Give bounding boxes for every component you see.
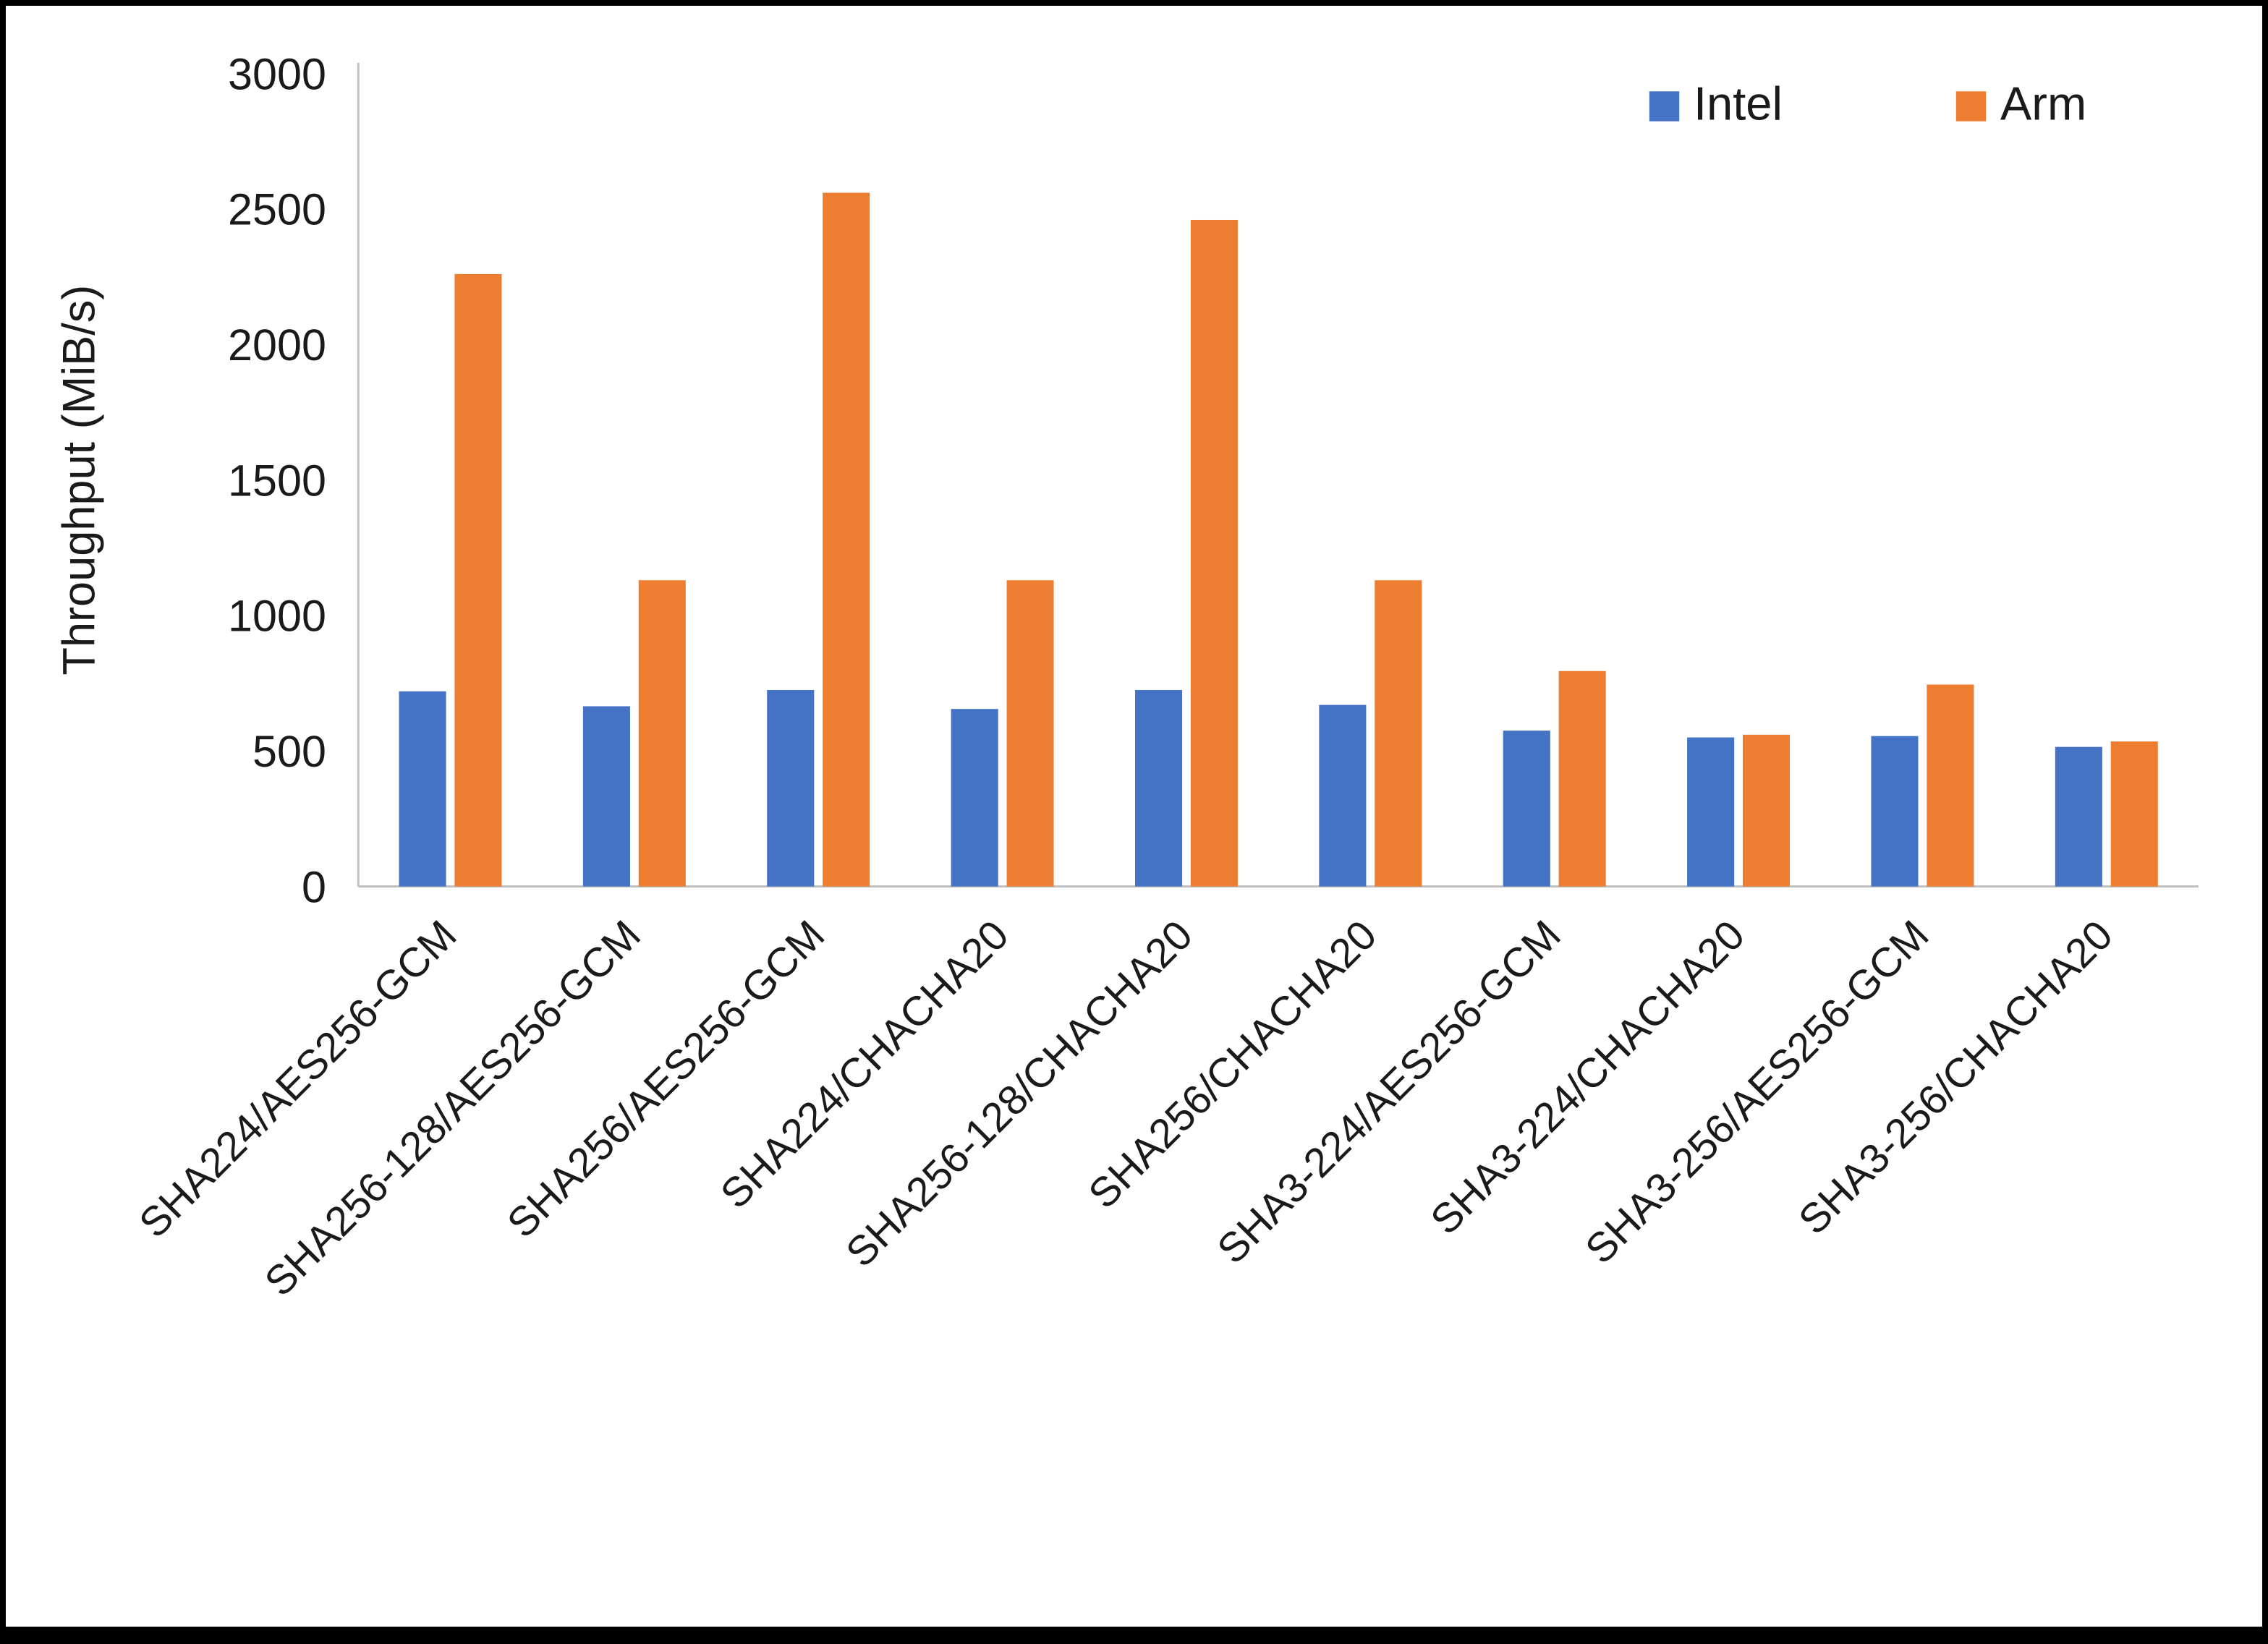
intel-bar	[1319, 704, 1367, 887]
intel-bar	[1503, 731, 1550, 887]
y-axis-tick-label: 2000	[228, 320, 326, 370]
arm-bar	[638, 580, 686, 887]
arm-bar	[1006, 580, 1054, 887]
x-axis-label: SHA3-256/CHACHA20	[1790, 912, 2122, 1244]
intel-bar	[582, 706, 630, 887]
intel-bar	[767, 689, 815, 887]
y-axis-tick-label: 1000	[228, 592, 326, 641]
intel-bar	[1871, 736, 1919, 887]
intel-bar	[1687, 737, 1735, 887]
intel-bar	[1134, 689, 1183, 887]
x-axis-label: SHA3-256/AES256-GCM	[1576, 912, 1937, 1273]
y-axis-tick-label: 2500	[228, 185, 326, 234]
x-axis-label: SHA256/AES256-GCM	[498, 912, 833, 1247]
x-axis-label: SHA256-128/AES256-GCM	[256, 912, 650, 1306]
x-axis-label: SHA256-128/CHACHA20	[837, 912, 1202, 1277]
y-axis-tick-label: 500	[252, 727, 326, 776]
arm-bar	[1742, 734, 1791, 887]
x-axis-label: SHA224/AES256-GCM	[130, 912, 465, 1247]
arm-bar	[1190, 219, 1238, 887]
intel-bar	[951, 709, 998, 887]
y-axis-tick-label: 0	[302, 862, 326, 911]
x-axis-label: SHA3-224/CHACHA20	[1422, 912, 1754, 1244]
arm-bar	[1558, 670, 1606, 887]
legend-label-intel: Intel	[1694, 77, 1783, 130]
x-axis-label: SHA3-224/AES256-GCM	[1209, 912, 1570, 1273]
bar-chart: 0 500 1000 1500 2000 2500 3000 Throughput (MiB/…	[54, 49, 2199, 1306]
legend-marker-intel	[1649, 91, 1680, 122]
legend-marker-arm	[1955, 91, 1987, 122]
arm-bar	[2110, 741, 2158, 887]
y-axis-tick-label: 3000	[228, 49, 326, 98]
intel-bar	[2055, 746, 2102, 887]
arm-bar	[823, 192, 870, 887]
intel-bar	[399, 691, 446, 887]
y-axis-tick-label: 1500	[228, 456, 326, 505]
arm-bar	[1927, 684, 1974, 887]
y-axis-title: Throughput (MiB/s)	[54, 285, 105, 676]
arm-bar	[1375, 580, 1422, 887]
arm-bar	[454, 273, 502, 887]
legend-label-arm: Arm	[2000, 77, 2086, 130]
